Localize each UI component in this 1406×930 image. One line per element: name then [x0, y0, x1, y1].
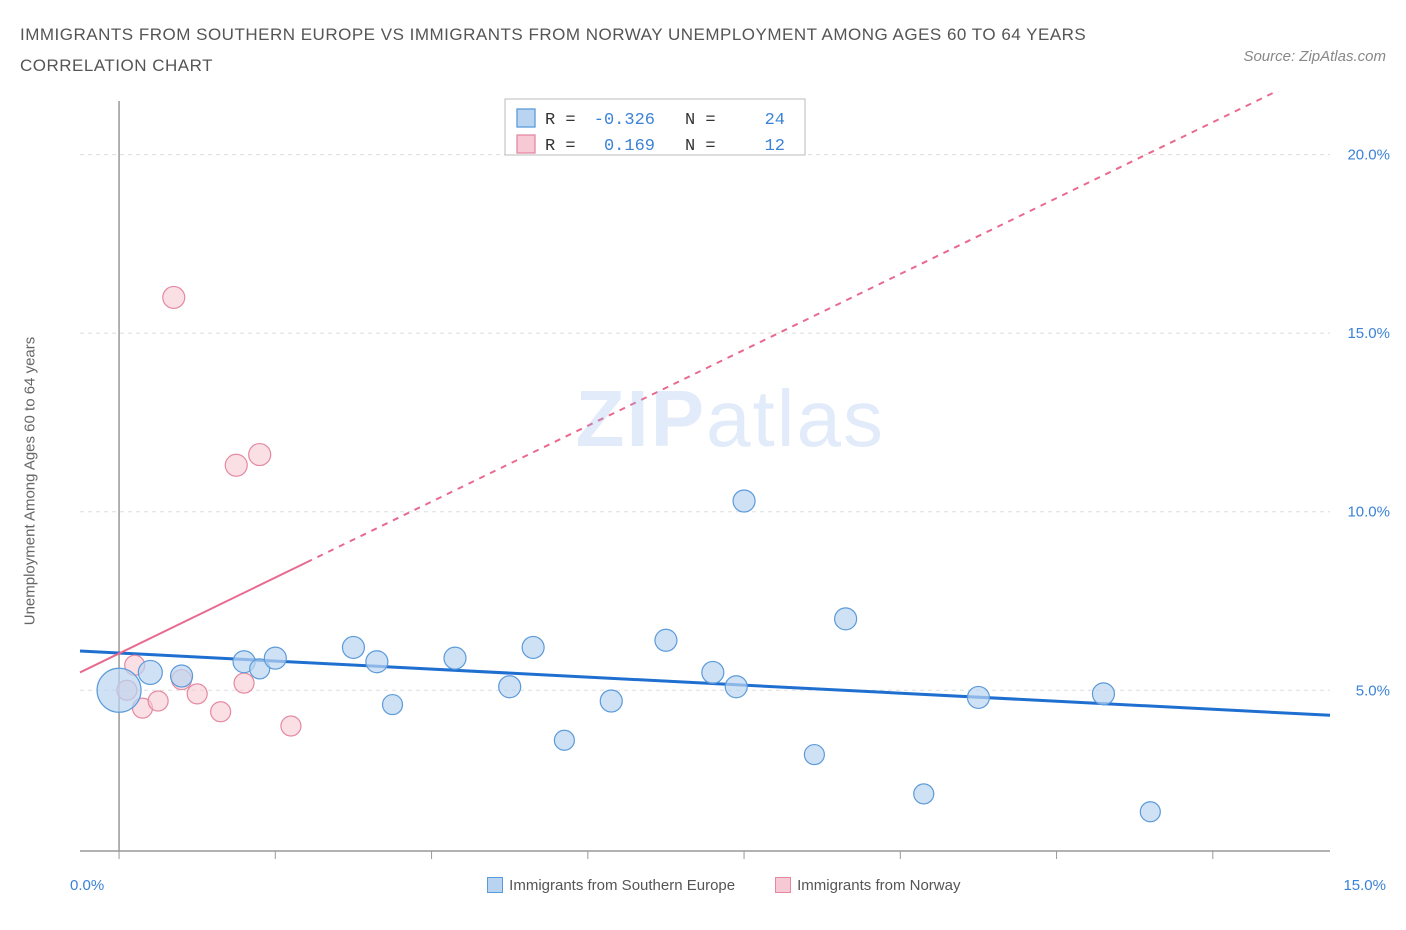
data-point: [171, 665, 193, 687]
data-point: [264, 647, 286, 669]
legend-label: Immigrants from Norway: [797, 877, 960, 894]
data-point: [702, 662, 724, 684]
data-point: [97, 668, 141, 712]
scatter-plot: 5.0% 10.0% 15.0% 20.0% R = -0.326 N = 24 R = 0.16…: [70, 91, 1400, 871]
data-point: [914, 784, 934, 804]
data-point: [187, 684, 207, 704]
data-point: [249, 444, 271, 466]
legend-swatch: [775, 877, 791, 893]
legend-label: Immigrants from Southern Europe: [509, 877, 735, 894]
footer-legend: Immigrants from Southern Europe Immigrant…: [487, 877, 960, 894]
svg-text:0.169: 0.169: [604, 137, 655, 156]
chart-container: Unemployment Among Ages 60 to 64 years Z…: [20, 91, 1386, 871]
legend-item: Immigrants from Southern Europe: [487, 877, 735, 894]
data-point: [138, 661, 162, 685]
data-point: [148, 691, 168, 711]
y-axis-label: Unemployment Among Ages 60 to 64 years: [22, 337, 39, 626]
legend-item: Immigrants from Norway: [775, 877, 960, 894]
x-last-tick: 15.0%: [1343, 877, 1386, 894]
source-label: Source: ZipAtlas.com: [1243, 48, 1386, 65]
data-point: [225, 454, 247, 476]
title-line1: IMMIGRANTS FROM SOUTHERN EUROPE VS IMMIG…: [20, 20, 1086, 51]
data-point: [281, 716, 301, 736]
y-tick-label: 20.0%: [1347, 147, 1390, 164]
x-first-tick: 0.0%: [70, 877, 104, 894]
y-tick-label: 15.0%: [1347, 325, 1390, 342]
data-point: [554, 730, 574, 750]
data-point: [342, 637, 364, 659]
data-point: [163, 287, 185, 309]
data-point: [733, 490, 755, 512]
y-tick-label: 5.0%: [1356, 682, 1390, 699]
data-point: [804, 745, 824, 765]
svg-text:-0.326: -0.326: [594, 111, 655, 130]
data-point: [1140, 802, 1160, 822]
svg-text:12: 12: [765, 137, 785, 156]
svg-text:24: 24: [765, 111, 785, 130]
data-point: [383, 695, 403, 715]
data-point: [725, 676, 747, 698]
x-axis-footer: 0.0% Immigrants from Southern EuropeImmi…: [70, 877, 1386, 894]
data-point: [444, 647, 466, 669]
svg-text:R =: R =: [545, 137, 576, 156]
data-point: [234, 673, 254, 693]
data-point: [967, 687, 989, 709]
data-point: [499, 676, 521, 698]
title-line2: CORRELATION CHART: [20, 51, 1086, 82]
data-point: [522, 637, 544, 659]
svg-text:R =: R =: [545, 111, 576, 130]
y-tick-label: 10.0%: [1347, 504, 1390, 521]
legend-swatch: [487, 877, 503, 893]
svg-text:N =: N =: [685, 137, 716, 156]
data-point: [211, 702, 231, 722]
data-point: [835, 608, 857, 630]
svg-text:N =: N =: [685, 111, 716, 130]
data-point: [366, 651, 388, 673]
data-point: [600, 690, 622, 712]
chart-title: IMMIGRANTS FROM SOUTHERN EUROPE VS IMMIG…: [20, 20, 1086, 81]
data-point: [1092, 683, 1114, 705]
data-point: [655, 629, 677, 651]
